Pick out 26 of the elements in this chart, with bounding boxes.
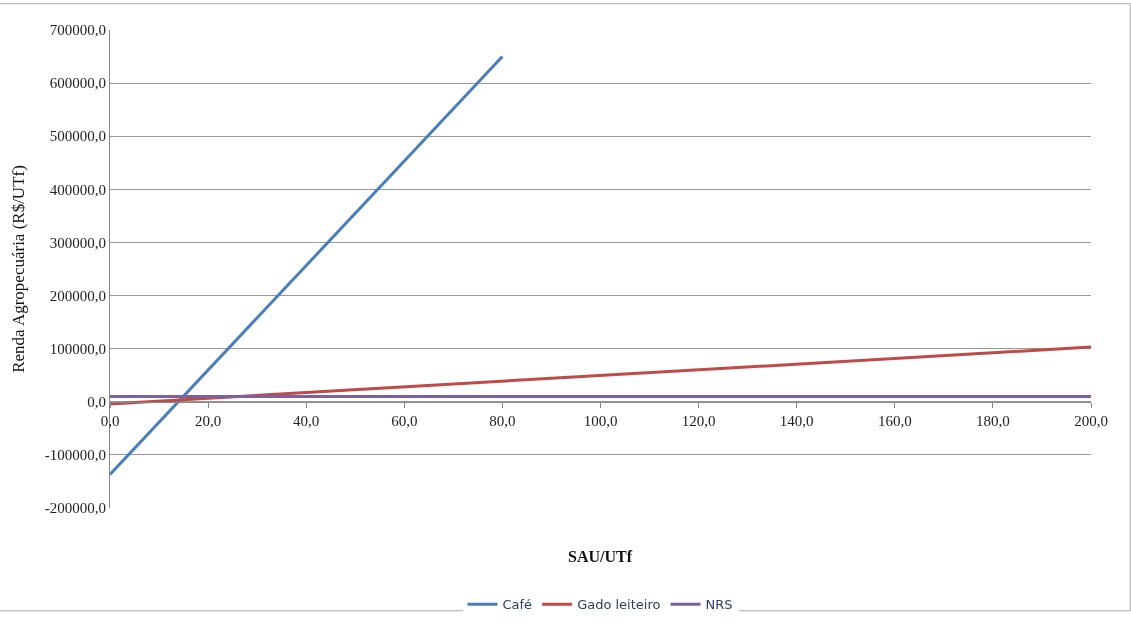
y-tick-label: 0,0: [87, 394, 106, 411]
legend-label: Café: [502, 597, 533, 613]
y-tick-label: 700000,0: [49, 22, 106, 39]
y-tick-label: 100000,0: [49, 340, 106, 357]
x-tick-label: 200,0: [1074, 412, 1108, 429]
y-tick-label: 200000,0: [49, 287, 106, 304]
x-tick-label: 20,0: [194, 412, 222, 429]
y-axis-title: Renda Agropecuária (R$/UTf): [9, 165, 29, 373]
x-tick-label: 140,0: [779, 412, 814, 429]
y-tick-label: 600000,0: [49, 75, 106, 92]
y-tick-label: -100000,0: [44, 447, 106, 464]
y-tick-label: 400000,0: [49, 181, 106, 198]
x-tick-label: 120,0: [681, 412, 716, 429]
x-axis-title: SAU/UTf: [568, 548, 633, 565]
x-tick-label: 40,0: [293, 412, 320, 429]
x-tick-label: 160,0: [877, 412, 912, 429]
y-tick-label: 500000,0: [49, 128, 106, 145]
x-tick-label: 180,0: [976, 412, 1010, 429]
x-tick-label: 0,0: [100, 412, 120, 429]
legend-label: Gado leiteiro: [577, 597, 661, 613]
legend-label: NRS: [705, 597, 733, 613]
y-tick-label: 300000,0: [49, 234, 106, 251]
x-tick-label: 80,0: [489, 412, 516, 429]
y-tick-label: -200000,0: [44, 500, 106, 517]
x-tick-label: 60,0: [391, 412, 418, 429]
x-tick-label: 100,0: [583, 412, 618, 429]
